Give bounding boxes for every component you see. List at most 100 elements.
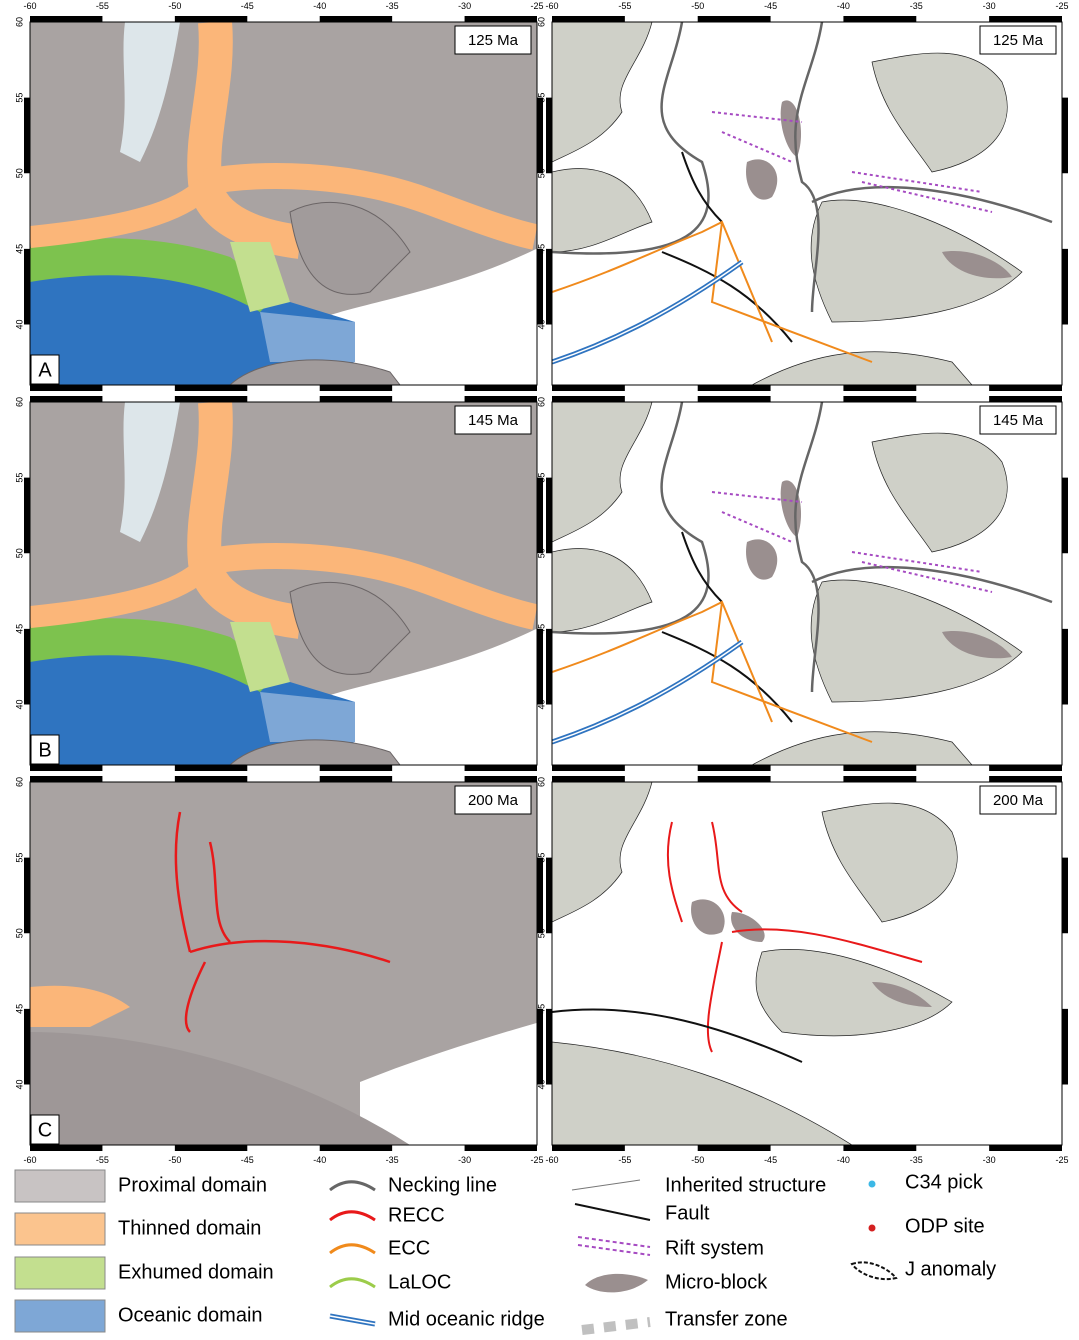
legend-symbol [574, 1203, 651, 1221]
legend-label: Inherited structure [665, 1174, 826, 1196]
panel-frame [29, 401, 538, 766]
lon-tick-label: -45 [764, 1, 777, 11]
legend-swatch [14, 1256, 106, 1290]
panel-frame [551, 21, 1063, 386]
panel-frame [29, 21, 538, 386]
frame-bar [1062, 857, 1068, 934]
lat-tick-label: 40 [536, 699, 546, 709]
lon-tick-label: -50 [691, 1, 704, 11]
lon-tick-label: -55 [618, 1, 631, 11]
frame-bar [30, 765, 103, 771]
lat-tick-label: 50 [14, 928, 24, 938]
lat-tick-label: 45 [14, 624, 24, 634]
frame-bar [546, 477, 552, 554]
lat-tick-label: 40 [536, 319, 546, 329]
legend-symbol [329, 1277, 376, 1289]
legend-symbol [329, 1243, 376, 1255]
lon-tick-label: -60 [545, 1155, 558, 1165]
legend-swatch [14, 1299, 106, 1333]
frame-bar [319, 16, 393, 22]
legend-symbol [329, 1315, 376, 1325]
lat-tick-label: 40 [14, 319, 24, 329]
frame-bar [697, 1145, 771, 1151]
lat-tick-label: 55 [14, 473, 24, 483]
age-box [454, 25, 532, 55]
lat-tick-label: 40 [14, 1079, 24, 1089]
map-panel [30, 782, 540, 1145]
legend-label: ECC [388, 1237, 430, 1259]
frame-bar [697, 396, 771, 402]
frame-bar [319, 776, 393, 782]
map-panel [30, 402, 540, 765]
lon-tick-label: -60 [23, 1155, 36, 1165]
frame-bar [546, 628, 552, 705]
lat-tick-label: 45 [536, 244, 546, 254]
legend-label: Exhumed domain [118, 1261, 274, 1283]
legend-label: Oceanic domain [118, 1304, 263, 1326]
frame-bar [843, 1145, 917, 1151]
lon-tick-label: -35 [386, 1, 399, 11]
frame-bar [537, 1008, 543, 1085]
age-label: 145 Ma [993, 412, 1044, 429]
frame-bar [24, 477, 30, 554]
lon-tick-label: -50 [691, 1155, 704, 1165]
frame-bar [464, 16, 537, 22]
frame-bar [464, 396, 537, 402]
lon-tick-label: -40 [313, 1, 326, 11]
letter-box [30, 734, 60, 765]
frame-bar [30, 776, 103, 782]
frame-bar [30, 1145, 103, 1151]
legend-label: Rift system [665, 1237, 764, 1259]
lon-tick-label: -35 [910, 1, 923, 11]
frame-bar [989, 385, 1062, 391]
lat-tick-label: 50 [536, 548, 546, 558]
frame-bar [174, 765, 248, 771]
lon-tick-label: -40 [313, 1155, 326, 1165]
map-panel [552, 22, 1062, 385]
legend-symbol [850, 1261, 898, 1281]
frame-bar [843, 765, 917, 771]
lon-tick-label: -25 [1055, 1, 1068, 11]
lat-tick-label: 45 [536, 624, 546, 634]
legend-symbol [329, 1210, 376, 1222]
lon-tick-label: -25 [530, 1, 543, 11]
lon-tick-label: -25 [530, 1155, 543, 1165]
age-label: 125 Ma [468, 32, 519, 49]
lat-tick-label: 50 [14, 548, 24, 558]
age-box [454, 405, 532, 435]
frame-bar [24, 628, 30, 705]
legend-symbol [577, 1236, 651, 1256]
frame-bar [30, 16, 103, 22]
frame-bar [546, 97, 552, 174]
lon-tick-label: -60 [23, 1, 36, 11]
lon-tick-label: -35 [910, 1155, 923, 1165]
legend-label: LaLOC [388, 1271, 451, 1293]
age-box [979, 25, 1057, 55]
frame-bar [174, 16, 248, 22]
lat-tick-label: 45 [536, 1004, 546, 1014]
legend-label: Mid oceanic ridge [388, 1308, 545, 1330]
lat-tick-label: 45 [14, 1004, 24, 1014]
lat-tick-label: 40 [14, 699, 24, 709]
legend-swatch [14, 1169, 106, 1203]
frame-bar [989, 16, 1062, 22]
panel-letter: B [38, 739, 51, 761]
frame-bar [464, 765, 537, 771]
frame-bar [552, 765, 625, 771]
legend-label: Micro-block [665, 1271, 768, 1293]
frame-bar [319, 396, 393, 402]
frame-bar [537, 248, 543, 325]
frame-bar [30, 385, 103, 391]
frame-bar [24, 1008, 30, 1085]
frame-bar [1062, 1008, 1068, 1085]
lat-tick-label: 45 [14, 244, 24, 254]
lon-tick-label: -55 [618, 1155, 631, 1165]
legend-symbol [868, 1180, 876, 1188]
frame-bar [319, 765, 393, 771]
lat-tick-label: 60 [536, 777, 546, 787]
legend-label: RECC [388, 1204, 445, 1226]
legend-symbol [868, 1224, 876, 1232]
frame-bar [697, 776, 771, 782]
lon-tick-label: -45 [764, 1155, 777, 1165]
frame-bar [24, 248, 30, 325]
